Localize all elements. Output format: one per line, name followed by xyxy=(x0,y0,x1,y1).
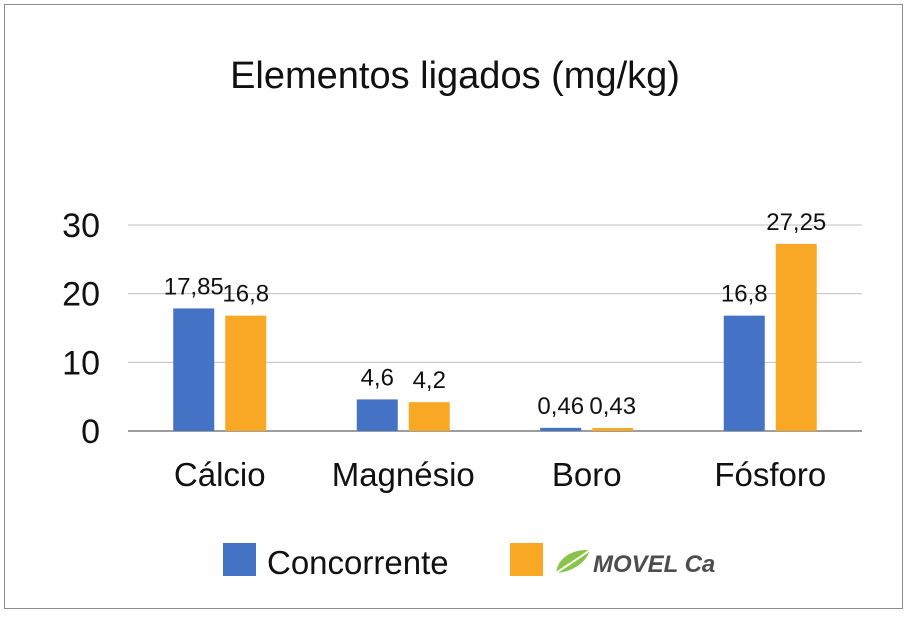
data-label: 4,6 xyxy=(361,364,394,391)
bar-concorrente xyxy=(540,427,582,431)
y-tick-label: 0 xyxy=(81,413,100,451)
bar-movel-ca xyxy=(408,402,450,431)
x-category-label: Boro xyxy=(552,456,622,493)
legend-label-concorrente: Concorrente xyxy=(267,544,449,581)
y-tick-label: 10 xyxy=(62,344,100,382)
bar-concorrente xyxy=(723,315,765,431)
bar-concorrente xyxy=(173,308,215,431)
y-tick-label: 30 xyxy=(62,207,100,245)
x-category-label: Cálcio xyxy=(174,456,266,493)
bar-concorrente xyxy=(356,399,398,431)
y-tick-label: 20 xyxy=(62,276,100,314)
bar-movel-ca xyxy=(225,315,267,431)
bar-movel-ca xyxy=(775,243,817,431)
data-label: 0,46 xyxy=(537,393,584,420)
legend-swatch-movel-ca xyxy=(510,543,543,576)
data-label: 0,43 xyxy=(589,393,636,420)
data-label: 16,8 xyxy=(222,281,269,308)
x-axis-categories: Cálcio Magnésio Boro Fósforo xyxy=(174,456,826,493)
chart-title: Elementos ligados (mg/kg) xyxy=(230,55,680,97)
chart-frame xyxy=(4,4,903,609)
data-label: 27,25 xyxy=(766,209,826,236)
legend-swatch-concorrente xyxy=(223,543,256,576)
legend: Concorrente MOVEL Ca xyxy=(223,543,715,581)
data-label: 4,2 xyxy=(413,367,446,394)
data-label: 16,8 xyxy=(721,281,768,308)
bar-movel-ca xyxy=(592,428,634,431)
bars xyxy=(173,243,817,431)
movel-ca-logo-text: MOVEL Ca xyxy=(593,551,715,578)
x-category-label: Fósforo xyxy=(714,456,826,493)
x-category-label: Magnésio xyxy=(332,456,475,493)
y-axis-ticks: 0 10 20 30 xyxy=(62,207,100,451)
leaf-icon xyxy=(555,549,591,574)
data-label: 17,85 xyxy=(164,273,224,300)
